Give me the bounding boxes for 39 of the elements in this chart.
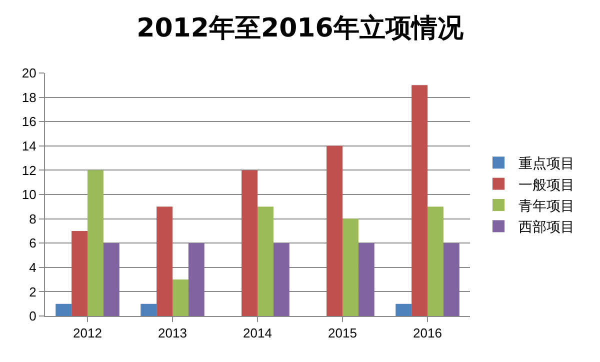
legend-label: 青年项目 [518,197,574,214]
y-tick-label: 12 [22,162,36,178]
bar [443,243,460,316]
y-tick-label: 6 [29,236,36,251]
bar [326,146,342,316]
bar [428,206,444,316]
chart-title: 2012年至2016年立项情况 [136,13,464,44]
bar [156,206,172,316]
y-tick-label: 18 [22,90,36,105]
legend-label: 西部项目 [518,218,574,235]
bar [56,304,72,316]
y-tick-label: 10 [22,187,36,202]
x-tick-label: 2015 [328,326,357,341]
y-tick-label: 14 [22,138,36,154]
bar [342,218,358,316]
bar [242,170,258,316]
legend-label: 一般项目 [518,176,574,192]
bar [188,243,204,316]
bar [412,85,428,316]
bar [88,170,104,316]
bar [358,243,374,316]
bar [396,304,412,316]
y-tick-label: 20 [22,66,36,81]
y-tick-label: 2 [29,284,36,300]
y-tick-label: 0 [29,308,36,324]
y-tick-label: 4 [29,260,36,275]
y-tick-label: 8 [29,211,36,226]
bar [72,230,88,316]
bar [140,304,157,316]
y-tick-label: 16 [22,114,36,130]
x-tick-label: 2014 [243,326,272,341]
bar [103,243,120,316]
x-tick-label: 2013 [158,326,187,341]
bar [273,243,290,316]
bar [258,206,274,316]
legend-label: 重点项目 [518,155,574,172]
x-tick-label: 2012 [73,326,102,341]
bar [172,280,188,316]
x-tick-label: 2016 [413,326,442,341]
